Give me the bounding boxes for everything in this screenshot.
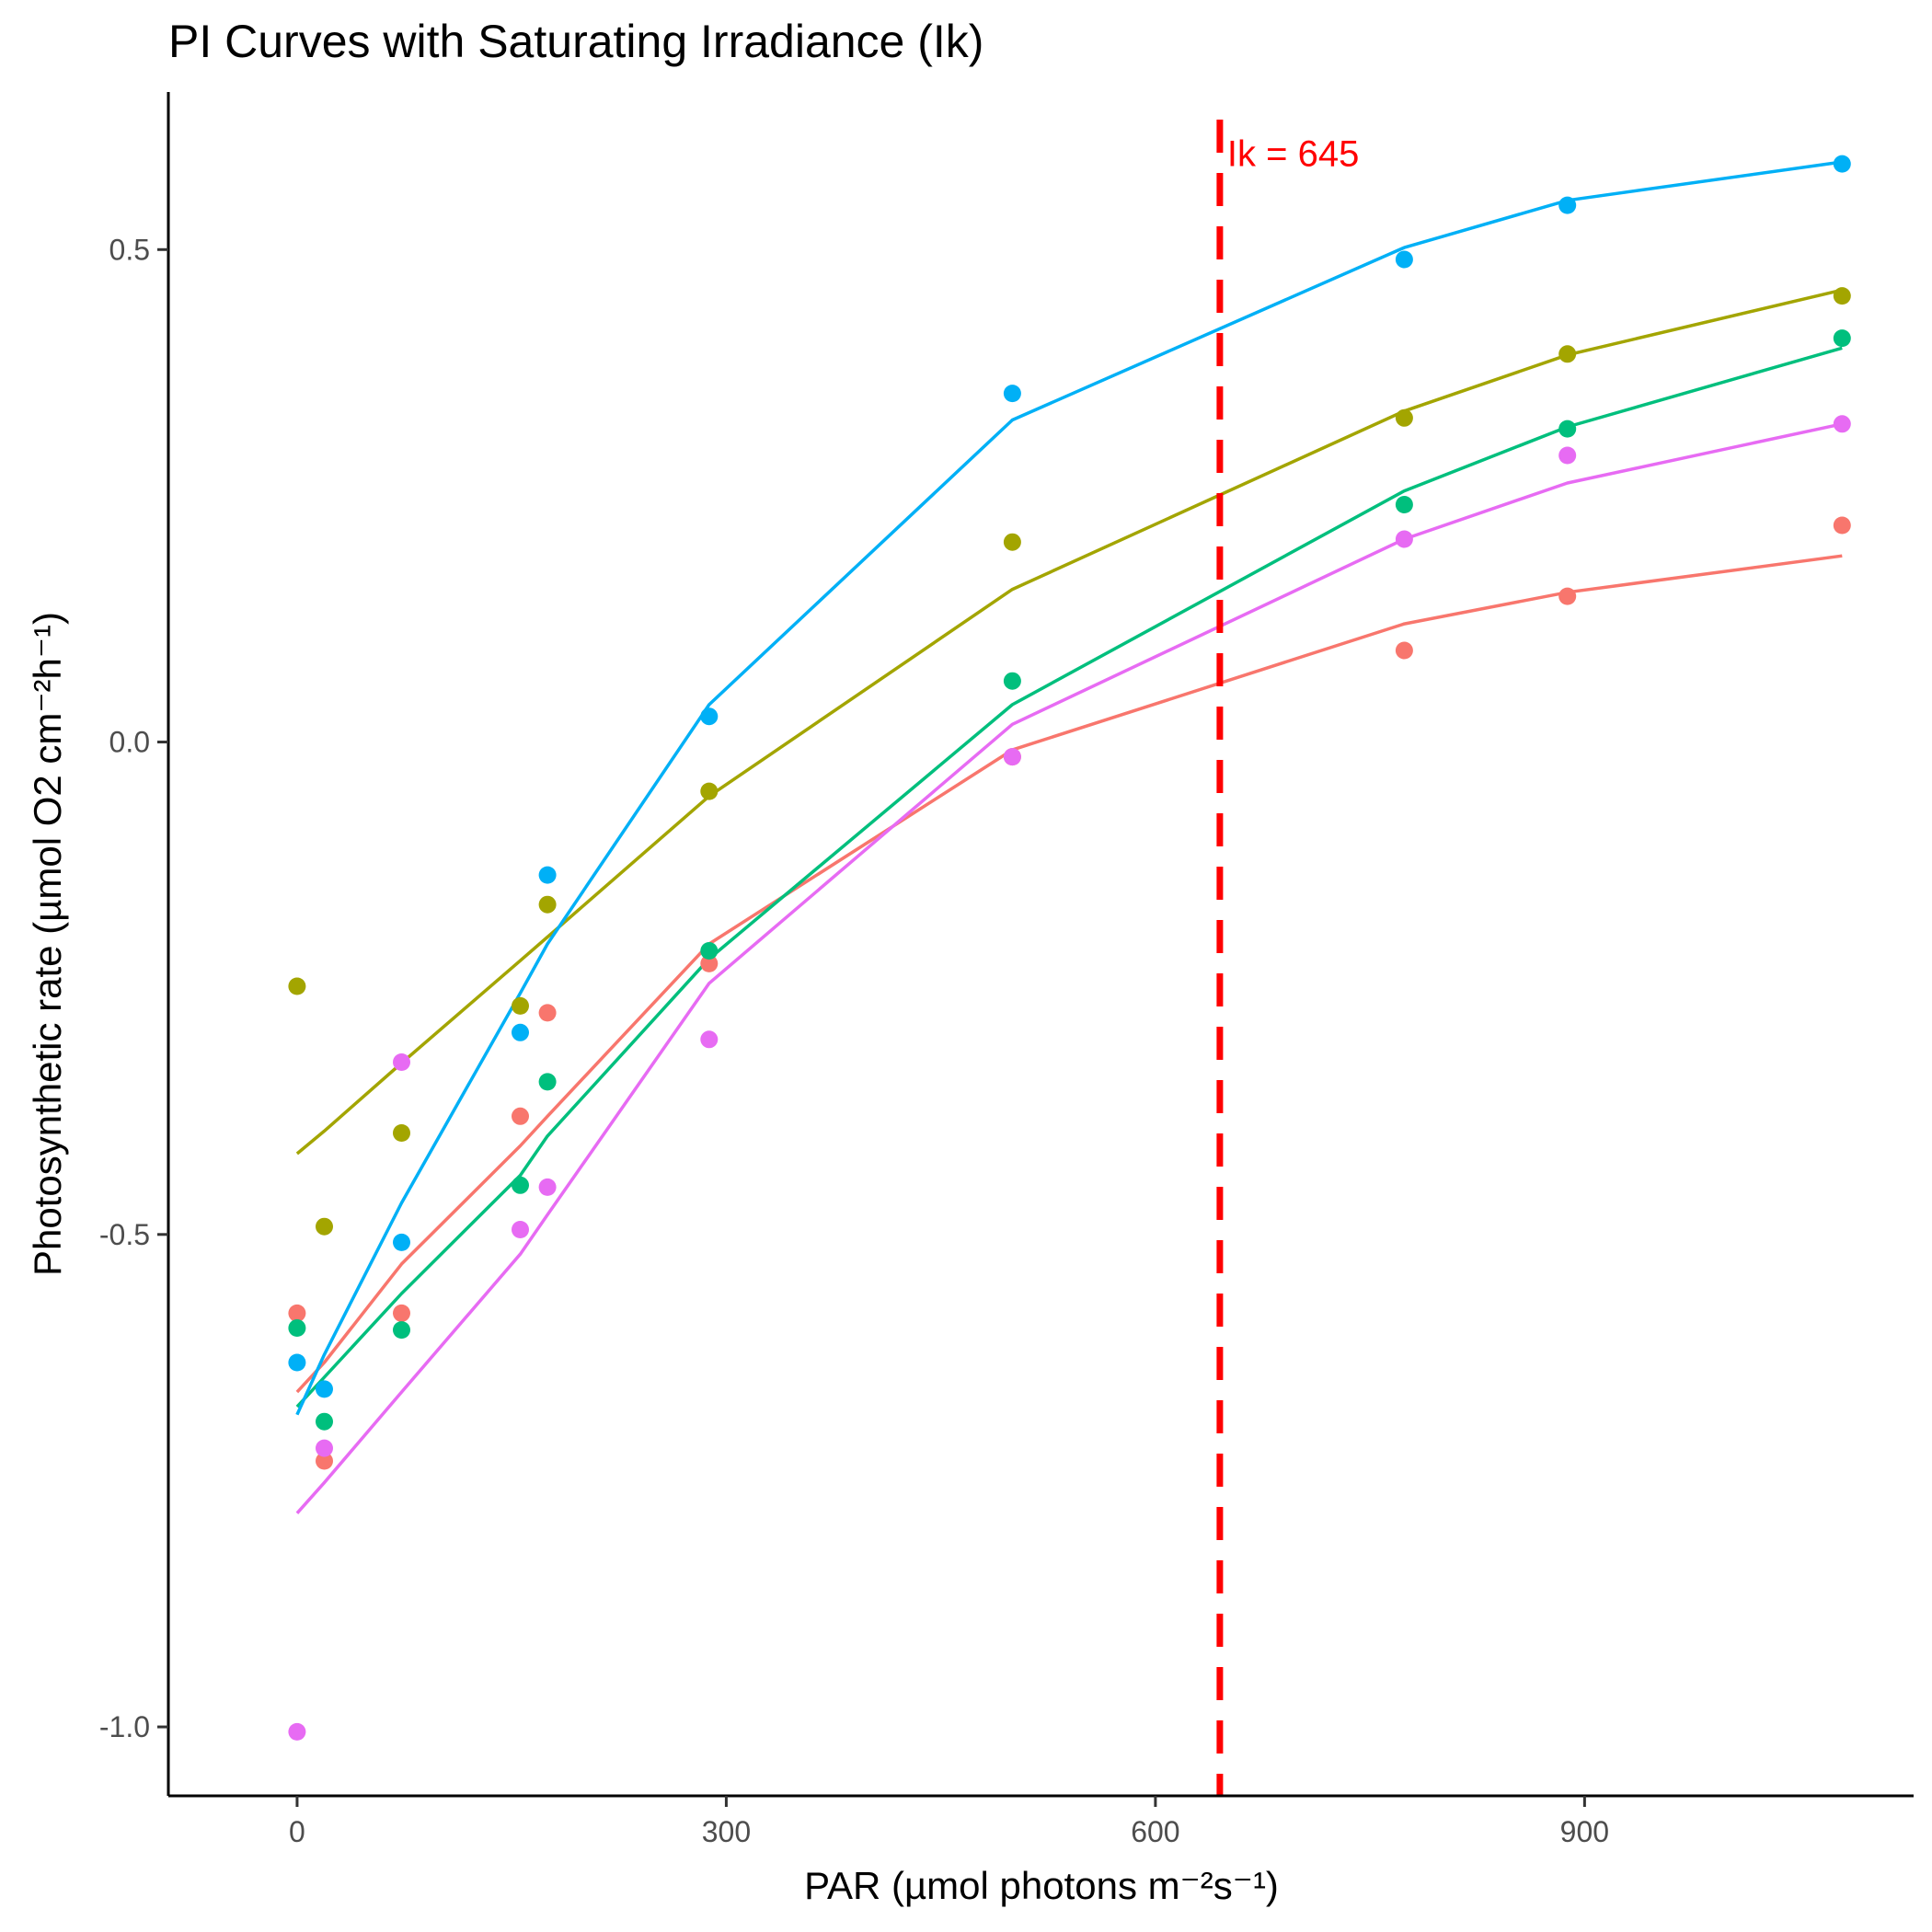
- data-point-series-4-1: [288, 1353, 306, 1372]
- data-point-series-4-7: [1003, 385, 1021, 403]
- x-axis-ticks: 0 300 600 900: [289, 1796, 1609, 1848]
- ik-annotation-label: Ik = 645: [1227, 133, 1359, 174]
- data-point-series-3-5: [538, 1073, 557, 1091]
- y-axis-title: Photosynthetic rate (µmol O2 cm⁻²h⁻¹): [26, 612, 69, 1276]
- y-tick-label: -1.0: [99, 1710, 150, 1743]
- y-tick-label: 0.5: [109, 233, 150, 266]
- data-point-series-1-2: [316, 1452, 333, 1470]
- data-point-series-2-9: [1558, 345, 1577, 363]
- data-point-series-5-6: [700, 1030, 719, 1049]
- data-point-series-5-8: [1395, 530, 1413, 548]
- data-point-series-5-5: [538, 1178, 557, 1196]
- data-point-series-5-7: [1003, 748, 1021, 766]
- data-point-series-2-8: [1395, 408, 1413, 427]
- data-point-series-2-5: [538, 895, 557, 914]
- data-point-series-4-3: [393, 1233, 410, 1251]
- x-axis-title: PAR (µmol photons m⁻²s⁻¹): [804, 1864, 1279, 1907]
- fit-line-series-1: [295, 554, 1843, 1394]
- data-point-series-4-8: [1395, 250, 1413, 269]
- x-tick-label: 300: [702, 1815, 751, 1848]
- data-point-series-4-4: [512, 1023, 529, 1041]
- data-point-series-5-10: [1833, 415, 1851, 433]
- plot-area: Ik = 645: [288, 120, 1851, 1796]
- x-tick-label: 600: [1131, 1815, 1179, 1848]
- data-point-series-1-3: [393, 1304, 410, 1322]
- data-point-series-2-7: [1003, 533, 1021, 551]
- x-tick-label: 900: [1560, 1815, 1609, 1848]
- data-point-series-2-4: [512, 996, 529, 1015]
- data-point-series-2-2: [316, 1217, 333, 1236]
- data-point-series-4-5: [538, 866, 557, 884]
- data-point-series-2-6: [700, 782, 719, 800]
- data-point-series-4-2: [316, 1380, 333, 1398]
- data-point-series-3-6: [700, 942, 719, 960]
- fit-line-series-2: [295, 288, 1843, 1156]
- data-point-series-1-10: [1833, 516, 1851, 535]
- data-point-series-1-1: [288, 1304, 306, 1322]
- data-point-series-3-3: [393, 1321, 410, 1340]
- chart-title: PI Curves with Saturating Irradiance (Ik…: [168, 16, 983, 67]
- data-point-series-4-9: [1558, 196, 1577, 214]
- data-point-series-1-8: [1395, 641, 1413, 660]
- data-point-series-3-1: [288, 1319, 306, 1337]
- data-point-series-2-3: [393, 1124, 410, 1142]
- data-point-series-3-2: [316, 1412, 333, 1431]
- fit-line-series-5: [295, 422, 1843, 1514]
- data-point-series-1-9: [1558, 587, 1577, 605]
- data-point-series-1-5: [538, 1004, 557, 1022]
- data-point-series-5-9: [1558, 446, 1577, 465]
- data-point-series-4-6: [700, 707, 719, 726]
- y-tick-label: 0.0: [109, 726, 150, 759]
- data-point-series-2-1: [288, 977, 306, 995]
- x-tick-label: 0: [289, 1815, 305, 1848]
- data-point-series-5-4: [512, 1221, 529, 1238]
- data-point-series-2-10: [1833, 287, 1851, 305]
- fit-line-series-3: [295, 346, 1843, 1409]
- data-point-series-1-4: [512, 1107, 529, 1125]
- data-point-series-1-6: [700, 954, 719, 972]
- data-point-series-5-1: [288, 1722, 306, 1741]
- data-point-series-3-4: [512, 1176, 529, 1194]
- y-axis-ticks: -1.0 -0.5 0.0 0.5: [99, 233, 168, 1743]
- data-point-series-5-3: [393, 1053, 410, 1071]
- data-point-series-3-7: [1003, 672, 1021, 690]
- y-tick-label: -0.5: [99, 1218, 150, 1251]
- data-point-series-4-10: [1833, 155, 1851, 173]
- fit-line-series-4: [295, 160, 1843, 1416]
- data-point-series-3-8: [1395, 496, 1413, 513]
- data-point-series-3-10: [1833, 329, 1851, 348]
- data-point-series-5-2: [316, 1439, 333, 1457]
- data-point-series-3-9: [1558, 420, 1577, 438]
